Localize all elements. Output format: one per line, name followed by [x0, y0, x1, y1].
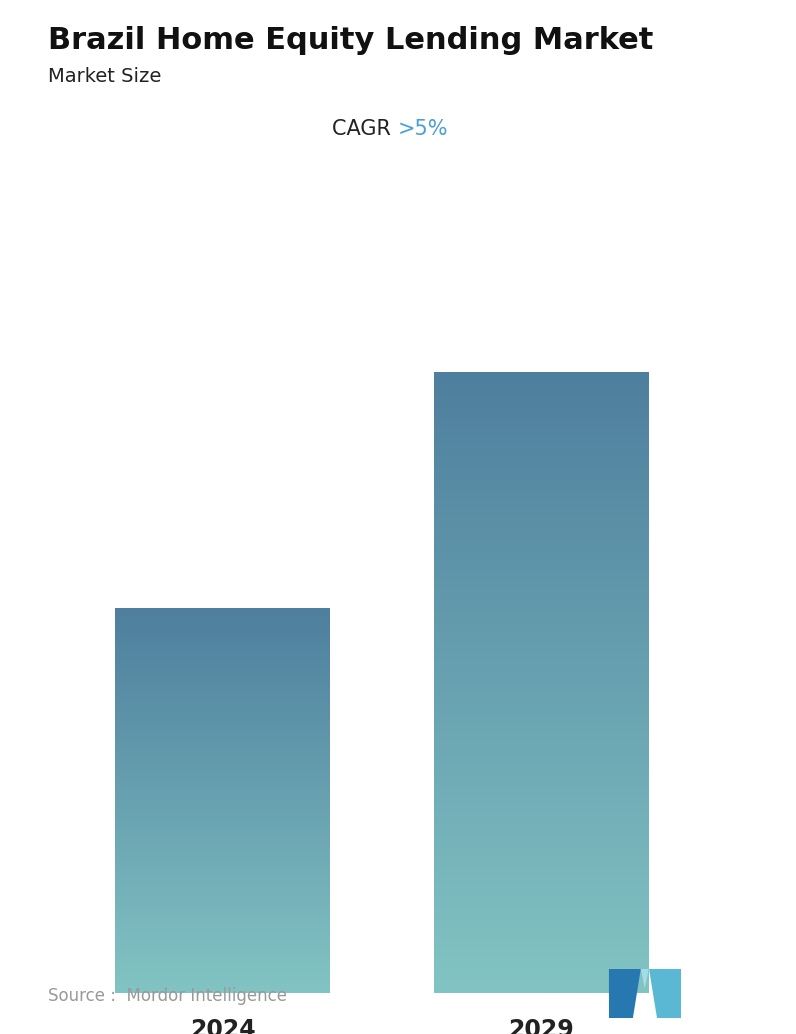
Text: Market Size: Market Size: [48, 67, 161, 86]
Text: CAGR: CAGR: [333, 119, 398, 140]
Polygon shape: [609, 969, 641, 1018]
Text: Brazil Home Equity Lending Market: Brazil Home Equity Lending Market: [48, 26, 654, 55]
Polygon shape: [649, 969, 681, 1018]
Polygon shape: [641, 969, 649, 989]
Text: 2029: 2029: [509, 1018, 574, 1034]
Text: >5%: >5%: [398, 119, 448, 140]
Text: Source :  Mordor Intelligence: Source : Mordor Intelligence: [48, 987, 287, 1005]
Text: 2024: 2024: [190, 1018, 256, 1034]
